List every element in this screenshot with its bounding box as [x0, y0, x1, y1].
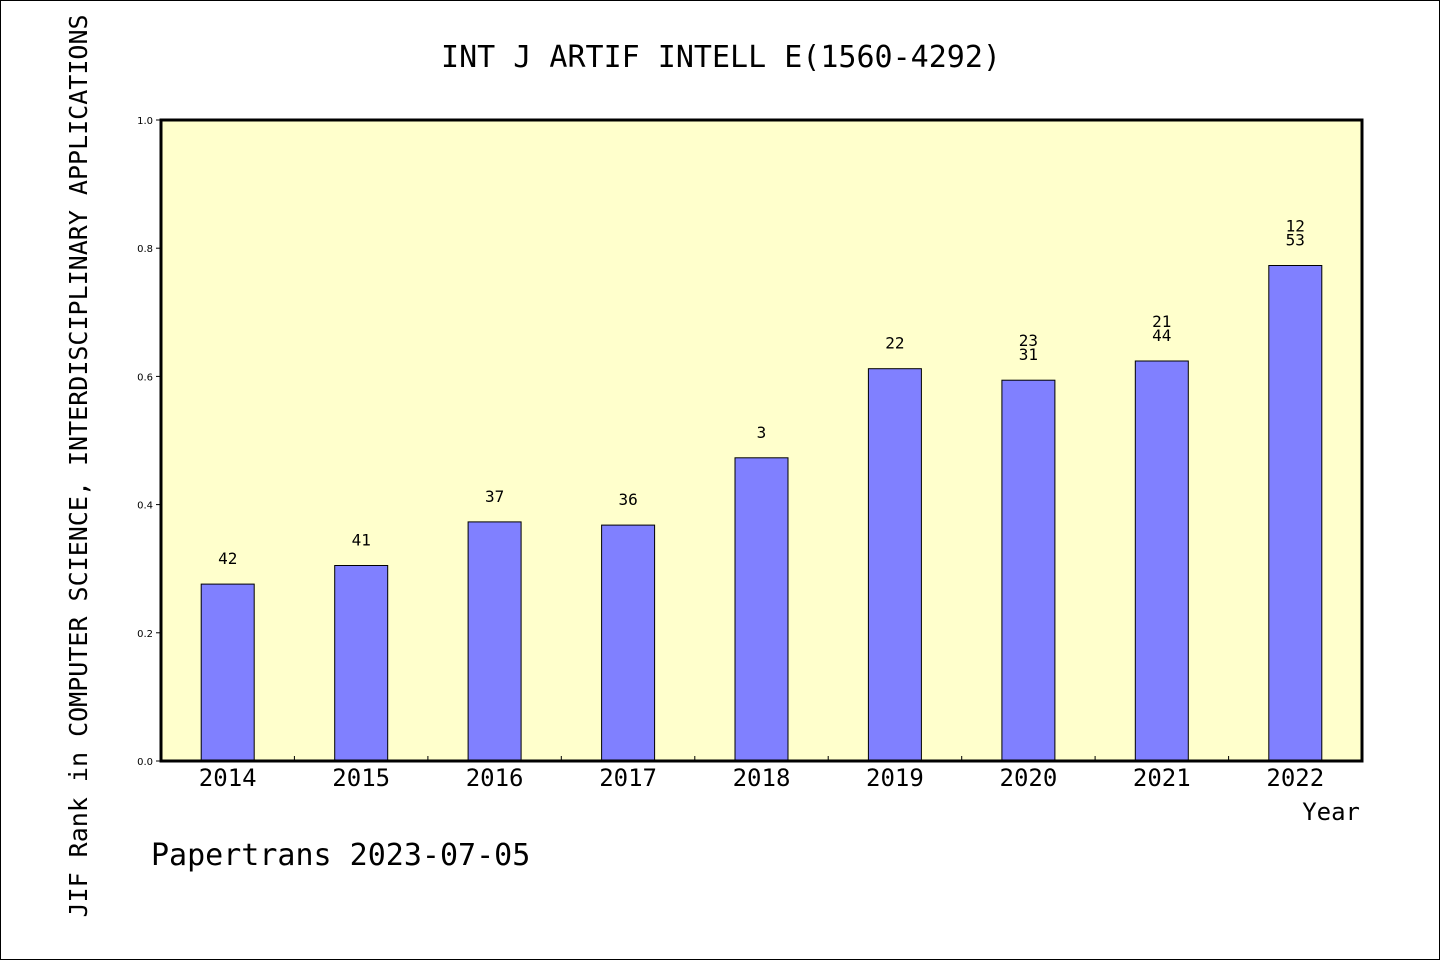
footer-credit: Papertrans 2023-07-05 — [151, 838, 530, 873]
x-tick-label-2018: 2018 — [733, 764, 791, 792]
x-axis: 2014 2015 2016 2017 2018 2019 2020 2021 2022 — [199, 756, 1324, 792]
bar-2022 — [1268, 265, 1323, 762]
bar-2017 — [601, 524, 656, 762]
bar-label-2021-1: 21 — [1152, 312, 1171, 331]
bars-layer — [200, 265, 1323, 762]
bar-label-2020-2: 31 — [1019, 345, 1038, 364]
chart-title: INT J ARTIF INTELL E(1560-4292) — [441, 40, 1001, 75]
y-tick-label-0.8: 0.8 — [137, 244, 153, 255]
x-tick-label-2019: 2019 — [866, 764, 924, 792]
x-tick-label-2020: 2020 — [1000, 764, 1058, 792]
plot-frame — [159, 118, 1364, 763]
bar-2020 — [1001, 379, 1056, 762]
bar-label-2014: 42 — [218, 549, 237, 568]
y-axis: 0.0 0.2 0.4 0.6 0.8 1.0 — [137, 116, 161, 768]
bar-2016 — [467, 521, 522, 762]
x-tick-label-2022: 2022 — [1266, 764, 1324, 792]
bar-label-2022-2: 53 — [1286, 231, 1305, 250]
y-tick-label-0.0: 0.0 — [137, 757, 153, 768]
x-tick-label-2021: 2021 — [1133, 764, 1191, 792]
y-tick-label-0.2: 0.2 — [137, 629, 153, 640]
bar-2014 — [200, 583, 255, 762]
x-axis-label: Year — [1302, 798, 1360, 826]
bar-label-2019: 22 — [885, 334, 904, 353]
bar-label-2020-1: 23 — [1019, 331, 1038, 350]
bar-2018 — [734, 457, 789, 762]
x-tick-label-2017: 2017 — [599, 764, 657, 792]
bar-2015 — [334, 565, 389, 762]
bar-2019 — [867, 368, 922, 762]
bar-label-2017: 36 — [618, 490, 637, 509]
y-tick-label-1.0: 1.0 — [137, 116, 153, 127]
x-tick-label-2015: 2015 — [332, 764, 390, 792]
bar-2021 — [1134, 360, 1189, 762]
bar-label-2021-2: 44 — [1152, 326, 1171, 345]
y-tick-label-0.6: 0.6 — [137, 372, 153, 383]
x-tick-label-2014: 2014 — [199, 764, 257, 792]
bar-label-2022-1: 12 — [1286, 217, 1305, 236]
bar-label-2015: 41 — [352, 531, 371, 550]
bar-label-2018: 3 — [757, 423, 767, 442]
bar-label-2016: 37 — [485, 487, 504, 506]
x-tick-label-2016: 2016 — [466, 764, 524, 792]
y-tick-label-0.4: 0.4 — [137, 501, 153, 512]
y-axis-label: JIF Rank in COMPUTER SCIENCE, INTERDISCI… — [64, 14, 93, 917]
